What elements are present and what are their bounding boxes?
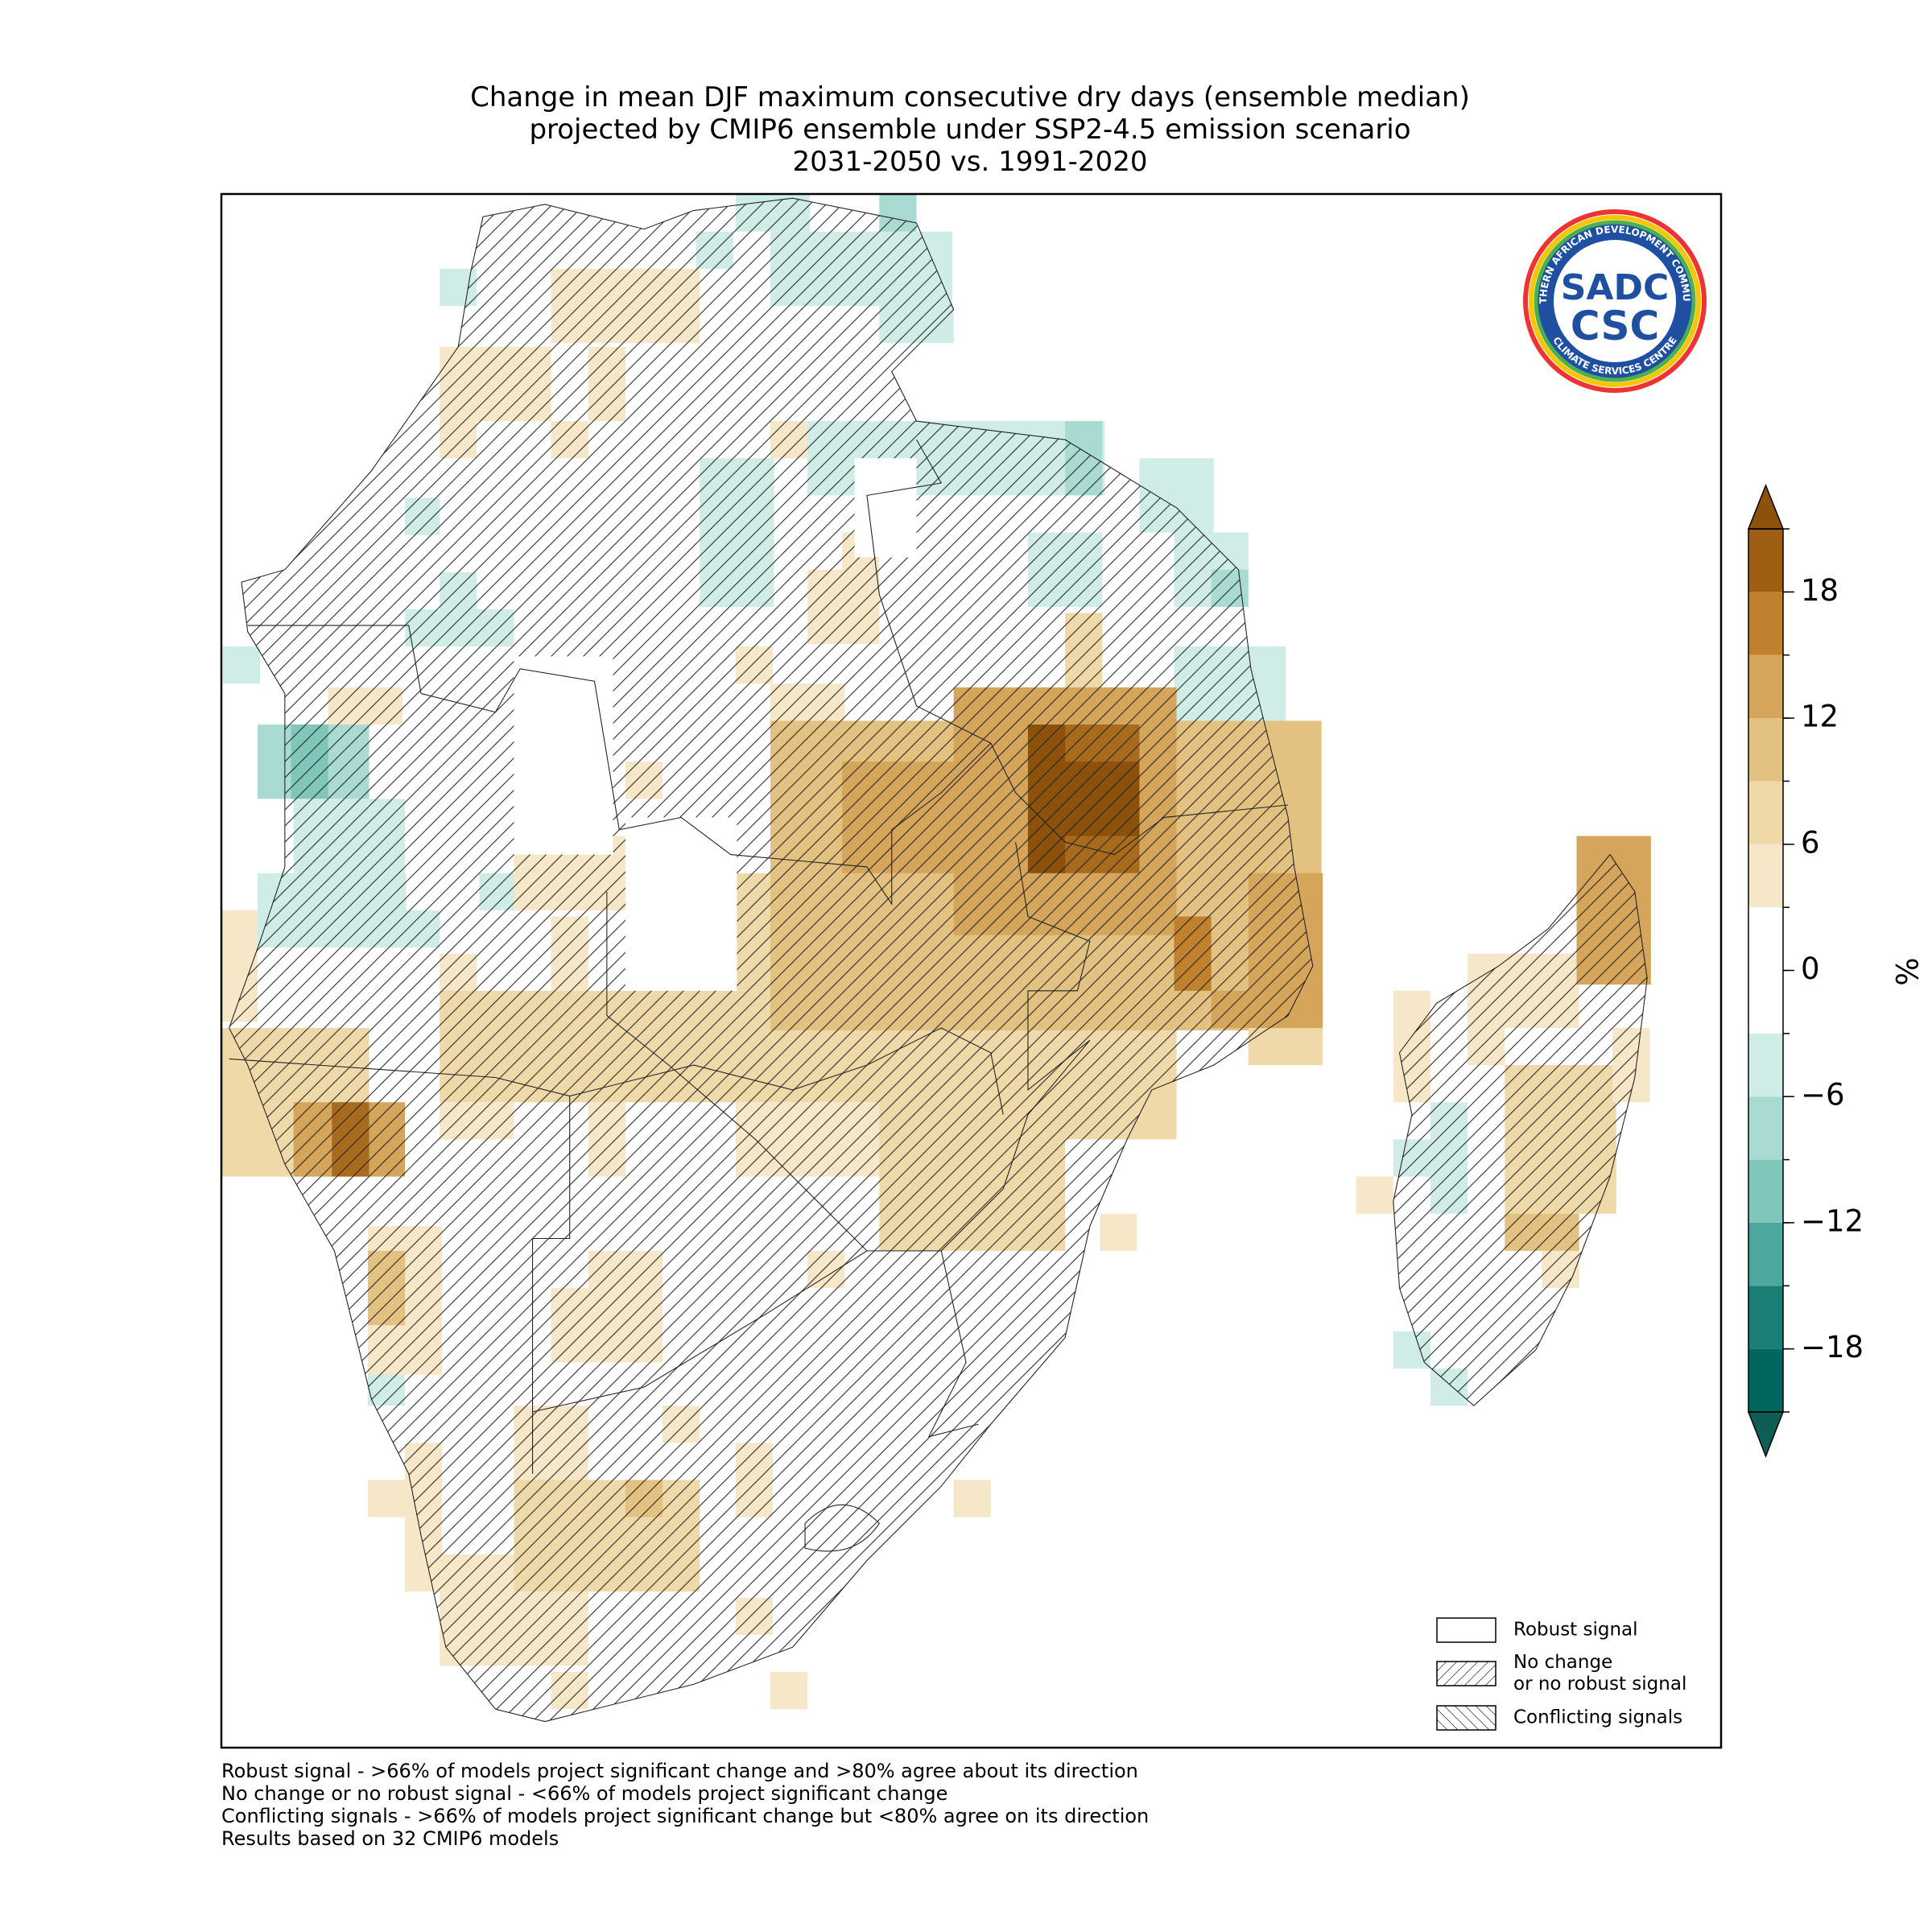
footnote: Robust signal - >66% of models project s… [221, 1760, 1138, 1782]
hatching [229, 198, 1648, 1722]
colorbar-tick-label: 0 [1801, 952, 1820, 986]
colorbar-label: % [1891, 957, 1926, 985]
logo-ring [1529, 215, 1701, 387]
colorbar-bin [1748, 718, 1783, 782]
legend-label: Robust signal [1513, 1620, 1638, 1641]
colorbar-bin [1748, 654, 1783, 719]
map-frame [220, 192, 1723, 1749]
logo-ring [1523, 209, 1707, 393]
colorbar: −18 −12 −6 0 6 12 18% [1747, 483, 1926, 1459]
logo-top: SADC [1561, 267, 1670, 308]
colorbar-bin [1748, 1348, 1783, 1412]
colorbar-tick-label: 12 [1801, 700, 1839, 734]
legend-label: Conflicting signals [1513, 1707, 1682, 1728]
colorbar-bin [1748, 970, 1783, 1034]
legend-label: or no robust signal [1513, 1674, 1686, 1695]
legend-swatch [1436, 1705, 1496, 1731]
colorbar-bin [1748, 1286, 1783, 1349]
colorbar-bin [1748, 781, 1783, 844]
footnotes: Robust signal - >66% of models project s… [221, 1760, 1149, 1850]
title-line: Change in mean DJF maximum consecutive d… [470, 81, 1470, 114]
logo-bottom: CSC [1571, 303, 1659, 349]
colorbar-tick-label: −12 [1801, 1203, 1864, 1238]
footnote: Conflicting signals - >66% of models pro… [221, 1805, 1149, 1827]
map [220, 194, 1651, 1723]
colorbar-tick-label: −6 [1801, 1078, 1845, 1113]
legend-swatch [1436, 1661, 1496, 1686]
colorbar-bin [1748, 1159, 1783, 1223]
colorbar-tick-label: −18 [1801, 1330, 1864, 1364]
colorbar-bin [1748, 1033, 1783, 1097]
colorbar-tick-label: 18 [1801, 573, 1839, 608]
title-line: 2031-2050 vs. 1991-2020 [793, 146, 1148, 178]
logo-center [1554, 240, 1676, 362]
footnote: No change or no robust signal - <66% of … [221, 1782, 947, 1805]
borders [229, 197, 1648, 1723]
footnote: Results based on 32 CMIP6 models [221, 1827, 559, 1850]
colorbar-bin [1748, 592, 1783, 655]
legend-label: No change [1513, 1652, 1612, 1673]
colorbar-tick-label: 6 [1801, 825, 1820, 860]
title-line: projected by CMIP6 ensemble under SSP2-4… [529, 114, 1410, 146]
colorbar-bin [1748, 1222, 1783, 1286]
legend-swatch [1436, 1617, 1496, 1643]
colorbar-bin [1748, 1096, 1783, 1160]
colorbar-bin [1748, 529, 1783, 592]
colorbar-bin [1748, 844, 1783, 908]
colorbar-bin [1748, 907, 1783, 971]
